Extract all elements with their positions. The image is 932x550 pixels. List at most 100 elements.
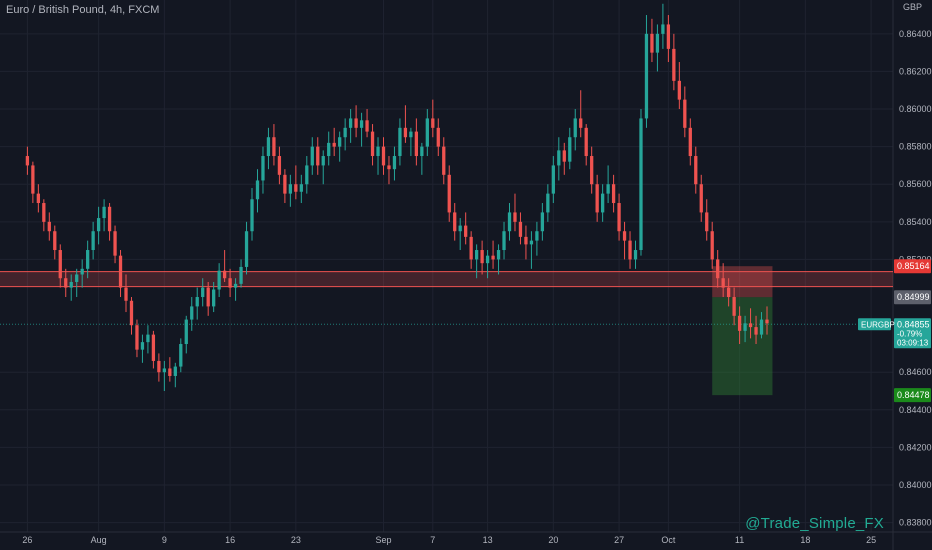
- candle-body[interactable]: [206, 287, 210, 307]
- candle-body[interactable]: [617, 203, 621, 232]
- candle-body[interactable]: [754, 327, 758, 335]
- candle-body[interactable]: [359, 120, 364, 128]
- candle-body[interactable]: [524, 236, 528, 245]
- candle-body[interactable]: [58, 250, 62, 279]
- candle-body[interactable]: [107, 206, 112, 232]
- candle-body[interactable]: [376, 146, 380, 157]
- candle-body[interactable]: [721, 278, 725, 288]
- candle-body[interactable]: [299, 184, 303, 192]
- candle-body[interactable]: [332, 142, 336, 147]
- candle-body[interactable]: [502, 231, 506, 251]
- candle-body[interactable]: [655, 33, 660, 53]
- candle-body[interactable]: [606, 184, 610, 194]
- candle-body[interactable]: [387, 165, 391, 170]
- candle-body[interactable]: [102, 206, 106, 219]
- candle-body[interactable]: [442, 146, 446, 175]
- candle-body[interactable]: [694, 156, 698, 185]
- candle-body[interactable]: [677, 80, 681, 100]
- candle-body[interactable]: [628, 240, 632, 260]
- candle-body[interactable]: [140, 342, 145, 350]
- candle-body[interactable]: [683, 99, 687, 128]
- candle-body[interactable]: [480, 250, 484, 264]
- candle-body[interactable]: [546, 193, 550, 213]
- candle-body[interactable]: [294, 184, 298, 192]
- candle-body[interactable]: [86, 250, 90, 269]
- candle-body[interactable]: [633, 250, 638, 260]
- candle-body[interactable]: [190, 306, 194, 320]
- candle-body[interactable]: [485, 255, 490, 264]
- candle-body[interactable]: [748, 323, 753, 328]
- candle-body[interactable]: [217, 270, 221, 290]
- candle-body[interactable]: [590, 156, 594, 185]
- candle-body[interactable]: [420, 146, 424, 157]
- candle-body[interactable]: [343, 127, 347, 138]
- candle-body[interactable]: [716, 259, 720, 279]
- candle-body[interactable]: [146, 334, 150, 343]
- candle-body[interactable]: [540, 212, 545, 232]
- candle-body[interactable]: [272, 137, 276, 157]
- candle-body[interactable]: [255, 180, 260, 200]
- candle-body[interactable]: [113, 231, 117, 256]
- candle-body[interactable]: [96, 218, 101, 232]
- candle-body[interactable]: [398, 127, 402, 157]
- candle-body[interactable]: [222, 270, 227, 279]
- candle-body[interactable]: [699, 184, 703, 213]
- candle-body[interactable]: [562, 150, 566, 162]
- candle-body[interactable]: [168, 368, 172, 376]
- candle-body[interactable]: [277, 156, 282, 175]
- candle-body[interactable]: [409, 131, 413, 138]
- candle-body[interactable]: [666, 24, 671, 49]
- target-price-tag[interactable]: [894, 388, 931, 403]
- candle-body[interactable]: [173, 366, 177, 376]
- candle-body[interactable]: [568, 137, 572, 162]
- candle-body[interactable]: [91, 231, 95, 251]
- candle-body[interactable]: [529, 240, 534, 245]
- candle-body[interactable]: [244, 231, 249, 267]
- candle-body[interactable]: [201, 287, 205, 298]
- candle-body[interactable]: [573, 118, 577, 138]
- symbol-tag[interactable]: [858, 318, 891, 331]
- candle-body[interactable]: [611, 184, 616, 204]
- candle-body[interactable]: [42, 203, 46, 222]
- candle-body[interactable]: [579, 118, 583, 128]
- candle-body[interactable]: [162, 368, 166, 373]
- candle-body[interactable]: [370, 131, 375, 157]
- candle-body[interactable]: [595, 184, 599, 213]
- candle-body[interactable]: [338, 137, 342, 147]
- candle-body[interactable]: [431, 118, 435, 128]
- candle-body[interactable]: [47, 221, 51, 232]
- candle-body[interactable]: [765, 319, 769, 324]
- candle-body[interactable]: [250, 199, 254, 232]
- candle-body[interactable]: [551, 165, 555, 194]
- candle-body[interactable]: [381, 146, 386, 166]
- candle-body[interactable]: [316, 146, 320, 166]
- candle-body[interactable]: [513, 212, 517, 222]
- candle-body[interactable]: [75, 274, 79, 282]
- candle-body[interactable]: [759, 319, 764, 335]
- candle-body[interactable]: [239, 266, 243, 284]
- stop-price-tag[interactable]: [894, 259, 931, 274]
- candle-body[interactable]: [266, 137, 271, 157]
- candle-body[interactable]: [600, 193, 605, 213]
- candle-body[interactable]: [124, 287, 128, 301]
- candle-body[interactable]: [288, 184, 293, 194]
- candle-body[interactable]: [737, 315, 742, 331]
- candle-body[interactable]: [672, 48, 676, 81]
- candle-body[interactable]: [261, 156, 265, 181]
- candle-body[interactable]: [732, 297, 736, 316]
- take-profit-region[interactable]: [712, 297, 773, 396]
- stop-loss-region[interactable]: [712, 266, 773, 298]
- candle-body[interactable]: [622, 231, 627, 241]
- candle-body[interactable]: [354, 118, 358, 128]
- candle-body[interactable]: [650, 33, 654, 53]
- candle-body[interactable]: [518, 221, 523, 237]
- candle-body[interactable]: [727, 287, 731, 298]
- current-price-tag[interactable]: [894, 318, 931, 349]
- candle-body[interactable]: [157, 360, 161, 373]
- candle-body[interactable]: [69, 281, 73, 288]
- candle-body[interactable]: [283, 174, 287, 194]
- candle-body[interactable]: [348, 118, 353, 128]
- candle-body[interactable]: [179, 344, 183, 367]
- candle-body[interactable]: [129, 300, 134, 326]
